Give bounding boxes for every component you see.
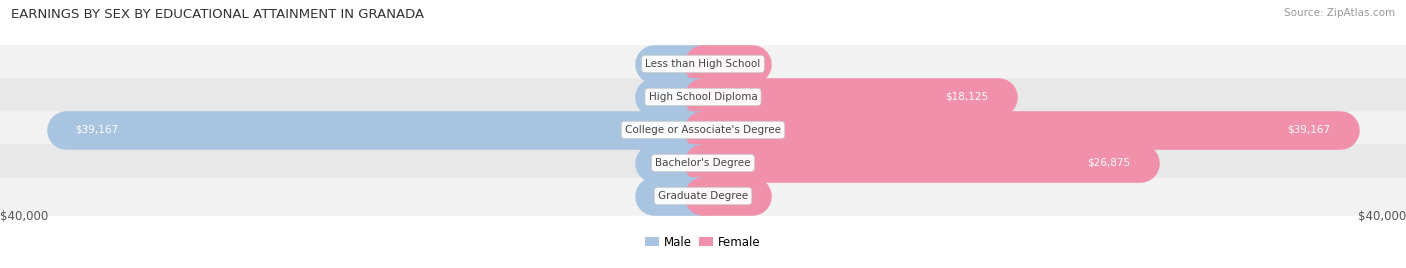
Text: Source: ZipAtlas.com: Source: ZipAtlas.com bbox=[1284, 8, 1395, 18]
Text: Less than High School: Less than High School bbox=[645, 59, 761, 69]
Text: $0: $0 bbox=[709, 59, 723, 69]
Text: $39,167: $39,167 bbox=[76, 125, 118, 135]
FancyBboxPatch shape bbox=[0, 85, 1406, 109]
FancyBboxPatch shape bbox=[0, 151, 1406, 175]
Text: Graduate Degree: Graduate Degree bbox=[658, 191, 748, 201]
FancyBboxPatch shape bbox=[0, 52, 1406, 76]
Text: $0: $0 bbox=[683, 191, 697, 201]
Text: EARNINGS BY SEX BY EDUCATIONAL ATTAINMENT IN GRANADA: EARNINGS BY SEX BY EDUCATIONAL ATTAINMEN… bbox=[11, 8, 425, 21]
Text: $18,125: $18,125 bbox=[945, 92, 988, 102]
Text: $40,000: $40,000 bbox=[1358, 210, 1406, 223]
Text: $0: $0 bbox=[709, 191, 723, 201]
Text: $39,167: $39,167 bbox=[1288, 125, 1330, 135]
Text: College or Associate's Degree: College or Associate's Degree bbox=[626, 125, 780, 135]
FancyBboxPatch shape bbox=[0, 184, 1406, 208]
Text: $26,875: $26,875 bbox=[1087, 158, 1130, 168]
Text: $0: $0 bbox=[683, 158, 697, 168]
Text: $0: $0 bbox=[683, 59, 697, 69]
Text: Bachelor's Degree: Bachelor's Degree bbox=[655, 158, 751, 168]
Text: $40,000: $40,000 bbox=[0, 210, 48, 223]
FancyBboxPatch shape bbox=[0, 118, 1406, 142]
Legend: Male, Female: Male, Female bbox=[641, 231, 765, 253]
Text: $0: $0 bbox=[683, 92, 697, 102]
Text: High School Diploma: High School Diploma bbox=[648, 92, 758, 102]
